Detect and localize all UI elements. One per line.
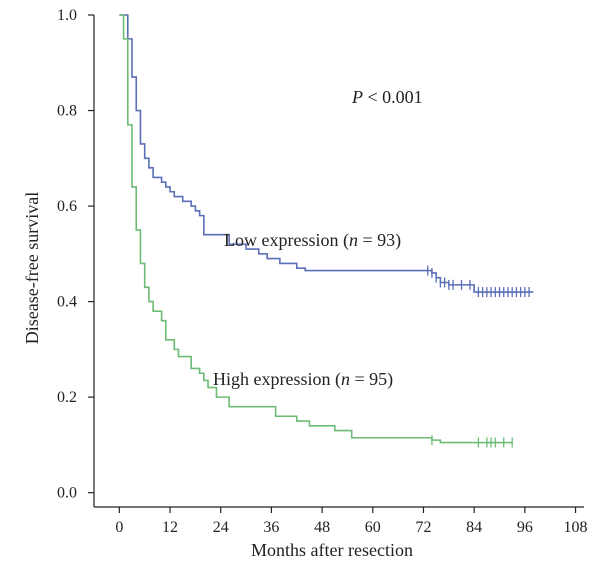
y-tick-label: 0.4: [57, 294, 77, 311]
y-ticks: 0.0 0.2 0.4 0.6 0.8 1.0: [57, 7, 94, 502]
series-label-low-n: n: [349, 230, 358, 250]
x-axis-title: Months after resection: [251, 540, 413, 560]
survival-curves: [119, 14, 534, 448]
y-tick-label: 1.0: [57, 7, 77, 24]
y-tick-label: 0.0: [57, 485, 77, 502]
x-ticks: 0 12 24 36 48 60 72 84 96 108: [115, 507, 588, 536]
series-label-high-n: n: [341, 369, 350, 389]
axes: [93, 15, 584, 508]
p-value-symbol: P: [351, 87, 363, 107]
x-tick-label: 0: [115, 519, 123, 536]
x-tick-label: 12: [162, 519, 178, 536]
x-tick-label: 48: [314, 519, 330, 536]
series-label-low-b: = 93): [358, 230, 401, 251]
y-axis-title: Disease-free survival: [22, 192, 42, 344]
y-tick-label: 0.2: [57, 389, 77, 406]
x-tick-label: 72: [415, 519, 431, 536]
series-label-high-b: = 95): [350, 369, 393, 390]
series-line-low: [119, 14, 534, 293]
x-tick-label: 24: [213, 519, 229, 536]
p-value-text: < 0.001: [363, 87, 423, 107]
x-tick-label: 84: [466, 519, 482, 536]
series-label-high: High expression (n = 95): [213, 369, 393, 390]
y-tick-label: 0.6: [57, 198, 77, 215]
y-tick-label: 0.8: [57, 103, 77, 120]
series-line-high: [119, 14, 513, 444]
x-tick-label: 96: [517, 519, 533, 536]
x-tick-label: 60: [365, 519, 381, 536]
series-label-low: Low expression (n = 93): [224, 230, 401, 251]
x-tick-label: 36: [263, 519, 279, 536]
series-label-high-a: High expression (: [213, 369, 341, 390]
series-label-low-a: Low expression (: [224, 230, 349, 251]
p-value-annotation: P < 0.001: [351, 87, 423, 107]
x-tick-label: 108: [564, 519, 588, 536]
